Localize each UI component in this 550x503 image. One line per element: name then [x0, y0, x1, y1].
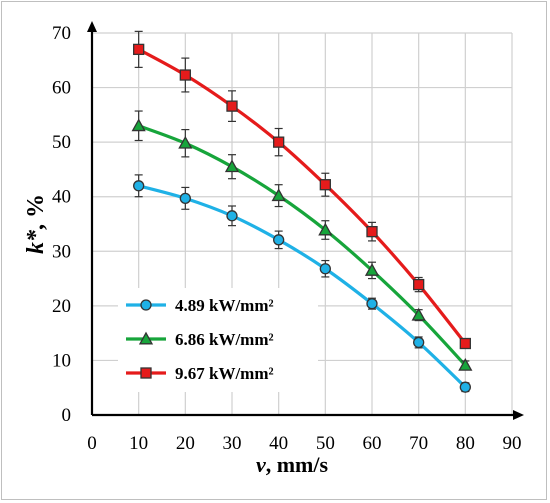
data-point	[131, 118, 146, 132]
data-point	[133, 180, 145, 192]
data-point	[319, 263, 331, 275]
data-point	[226, 100, 238, 112]
data-point	[179, 192, 191, 205]
data-point	[413, 278, 425, 291]
y-axis-variable: k*	[23, 229, 49, 254]
x-axis-unit: , mm/s	[266, 452, 329, 477]
y-tick-label: 30	[52, 241, 71, 262]
data-point	[271, 188, 286, 202]
y-axis-unit: , %	[23, 194, 49, 230]
data-point	[133, 43, 145, 56]
data-point	[273, 136, 285, 148]
x-tick-label: 40	[269, 433, 288, 454]
data-point	[411, 307, 426, 321]
x-tick-label: 60	[363, 433, 382, 454]
legend-marker	[138, 331, 154, 345]
y-tick-label: 20	[52, 296, 71, 317]
data-point	[366, 225, 378, 238]
x-tick-label: 80	[456, 433, 475, 454]
x-axis-arrow	[513, 410, 524, 420]
data-point	[364, 263, 380, 276]
x-axis-title: v, mm/s	[256, 452, 329, 477]
y-tick-label: 70	[52, 23, 71, 44]
x-axis-variable: v	[256, 452, 266, 477]
legend-marker	[140, 299, 152, 311]
x-tick-label: 10	[129, 433, 148, 454]
y-tick-label: 50	[52, 132, 71, 153]
data-point	[319, 179, 331, 191]
data-point	[273, 234, 285, 246]
legend-label: 6.86 kW/mm²	[175, 330, 274, 349]
y-tick-label: 40	[52, 187, 71, 208]
legend-marker	[140, 367, 152, 379]
x-tick-label: 90	[503, 433, 522, 454]
y-axis-title: k*, %	[23, 194, 49, 254]
y-tick-label: 0	[62, 405, 72, 426]
data-point	[459, 337, 471, 350]
data-point	[224, 159, 240, 173]
data-point	[318, 222, 333, 236]
x-tick-label: 30	[223, 433, 242, 454]
data-point	[459, 381, 471, 393]
x-tick-label: 0	[87, 433, 97, 454]
data-point	[366, 298, 378, 310]
x-tick-label: 50	[316, 433, 335, 454]
legend-label: 9.67 kW/mm²	[175, 364, 274, 383]
data-point	[226, 210, 238, 222]
legend-label: 4.89 kW/mm²	[175, 296, 274, 315]
y-tick-label: 60	[52, 78, 71, 99]
data-point	[178, 135, 193, 149]
x-tick-label: 70	[409, 433, 428, 454]
data-point	[458, 358, 473, 371]
y-axis-arrow	[87, 21, 97, 32]
y-tick-label: 10	[52, 350, 71, 371]
x-tick-label: 20	[176, 433, 195, 454]
data-point	[179, 69, 191, 81]
data-point	[413, 336, 425, 349]
